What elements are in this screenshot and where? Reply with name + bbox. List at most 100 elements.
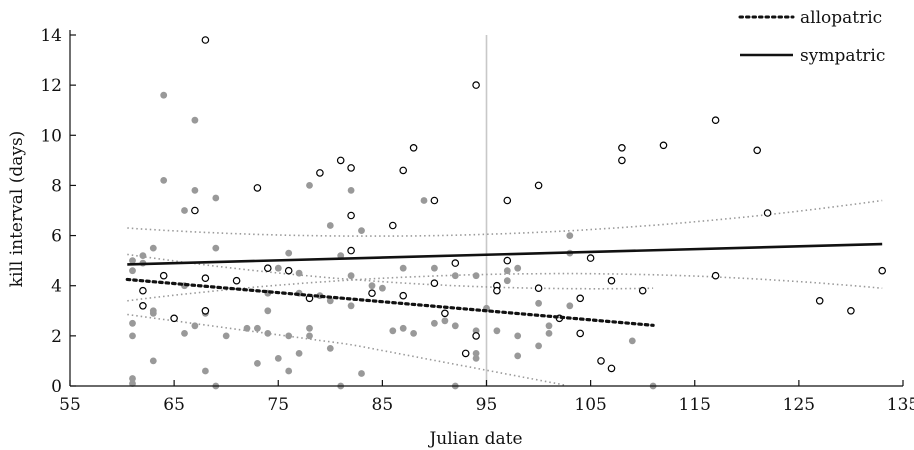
y-tick-label-0: 0 xyxy=(51,377,62,397)
sympatric-point-49 xyxy=(753,146,762,155)
y-tick-label-10: 10 xyxy=(40,126,62,146)
allopatric-point-60 xyxy=(399,264,407,272)
sympatric-point-35 xyxy=(534,284,543,293)
sympatric-point-44 xyxy=(618,156,626,165)
allopatric-point-72 xyxy=(472,350,480,357)
sympatric-point-1 xyxy=(139,301,147,310)
sympatric-point-26 xyxy=(451,259,460,267)
y-axis-ticks: 0 2 4 6 8 10 12 14 xyxy=(40,26,76,397)
allopatric-point-58 xyxy=(379,284,386,292)
allopatric-point-1 xyxy=(129,380,136,387)
sympatric-point-20 xyxy=(399,166,408,175)
allopatric-point-42 xyxy=(306,182,313,189)
sympatric-point-13 xyxy=(316,169,324,177)
allopatric-points xyxy=(129,91,657,390)
sympatric-point-51 xyxy=(815,296,824,305)
sympatric-point-37 xyxy=(576,294,585,303)
allopatric-point-53 xyxy=(347,302,355,310)
allopatric-point-62 xyxy=(410,330,417,337)
sympatric-point-7 xyxy=(201,306,210,315)
sympatric-point-48 xyxy=(711,271,720,280)
sympatric-point-9 xyxy=(253,184,262,192)
allopatric-point-17 xyxy=(191,116,199,124)
allopatric-point-84 xyxy=(545,330,553,337)
x-axis-label: Julian date xyxy=(427,429,522,449)
allopatric-point-66 xyxy=(441,317,449,325)
sympatric-point-46 xyxy=(659,141,668,150)
sympatric-point-45 xyxy=(638,286,647,295)
legend-label-allopatric: allopatric xyxy=(800,8,882,28)
allopatric-point-12 xyxy=(160,91,168,99)
allopatric-point-89 xyxy=(628,337,636,345)
allopatric-point-14 xyxy=(181,207,188,214)
sympatric-point-14 xyxy=(336,156,345,165)
sympatric-ci-lower-line xyxy=(127,272,883,302)
allopatric-point-48 xyxy=(326,345,334,352)
allopatric-point-38 xyxy=(285,367,293,375)
sympatric-point-28 xyxy=(472,81,480,89)
x-tick-label-115: 115 xyxy=(679,395,711,415)
allopatric-point-68 xyxy=(451,322,459,330)
y-tick-label-12: 12 xyxy=(40,76,62,96)
allopatric-point-54 xyxy=(358,227,365,235)
x-tick-label-105: 105 xyxy=(574,395,606,415)
allopatric-point-37 xyxy=(285,332,293,340)
allopatric-point-23 xyxy=(202,367,209,375)
confidence-interval-lines xyxy=(127,199,883,386)
fit-lines xyxy=(125,242,883,327)
sympatric-point-21 xyxy=(399,291,408,300)
allopatric-point-81 xyxy=(535,342,542,350)
sympatric-point-31 xyxy=(493,286,501,295)
allopatric-point-18 xyxy=(191,187,199,194)
allopatric-point-33 xyxy=(264,330,272,337)
allopatric-point-43 xyxy=(306,324,313,332)
allopatric-point-49 xyxy=(337,252,345,259)
sympatric-point-47 xyxy=(711,116,720,125)
x-tick-label-55: 55 xyxy=(59,395,81,415)
allopatric-fit-line xyxy=(125,277,655,327)
sympatric-point-43 xyxy=(618,144,626,152)
x-tick-label-125: 125 xyxy=(783,395,815,415)
allopatric-point-77 xyxy=(503,277,511,285)
allopatric-point-35 xyxy=(274,355,282,362)
allopatric-point-46 xyxy=(326,222,334,229)
allopatric-point-8 xyxy=(149,244,157,252)
allopatric-point-51 xyxy=(347,187,355,194)
allopatric-point-82 xyxy=(535,299,542,307)
allopatric-point-4 xyxy=(129,267,136,275)
sympatric-point-23 xyxy=(430,196,439,205)
allopatric-point-3 xyxy=(129,319,136,327)
sympatric-fit-line xyxy=(127,242,883,266)
allopatric-point-59 xyxy=(389,327,397,335)
allopatric-point-13 xyxy=(160,177,168,184)
allopatric-point-61 xyxy=(399,324,407,332)
x-tick-label-135: 135 xyxy=(887,395,914,415)
y-tick-label-6: 6 xyxy=(51,227,62,247)
x-tick-label-85: 85 xyxy=(372,395,394,415)
sympatric-point-4 xyxy=(191,206,199,215)
allopatric-point-52 xyxy=(347,272,355,280)
allopatric-point-65 xyxy=(431,319,438,327)
allopatric-point-55 xyxy=(358,370,365,377)
y-tick-label-2: 2 xyxy=(51,327,62,347)
y-tick-label-8: 8 xyxy=(51,176,62,196)
allopatric-point-44 xyxy=(306,332,313,340)
x-tick-label-75: 75 xyxy=(267,395,289,415)
allopatric-point-83 xyxy=(545,322,553,330)
y-axis-label: kill interval (days) xyxy=(7,131,27,288)
allopatric-point-25 xyxy=(212,244,220,252)
allopatric-point-11 xyxy=(149,357,157,365)
allopatric-point-56 xyxy=(368,282,376,290)
sympatric-point-27 xyxy=(461,349,470,358)
allopatric-point-27 xyxy=(222,332,230,340)
allopatric-point-63 xyxy=(420,197,428,204)
sympatric-point-10 xyxy=(263,264,272,273)
allopatric-point-6 xyxy=(139,252,147,259)
allopatric-point-19 xyxy=(191,322,199,330)
y-tick-label-14: 14 xyxy=(40,26,62,46)
allopatric-point-36 xyxy=(285,249,293,257)
sympatric-point-50 xyxy=(763,209,772,217)
allopatric-point-41 xyxy=(295,350,303,357)
sympatric-point-17 xyxy=(347,246,355,255)
